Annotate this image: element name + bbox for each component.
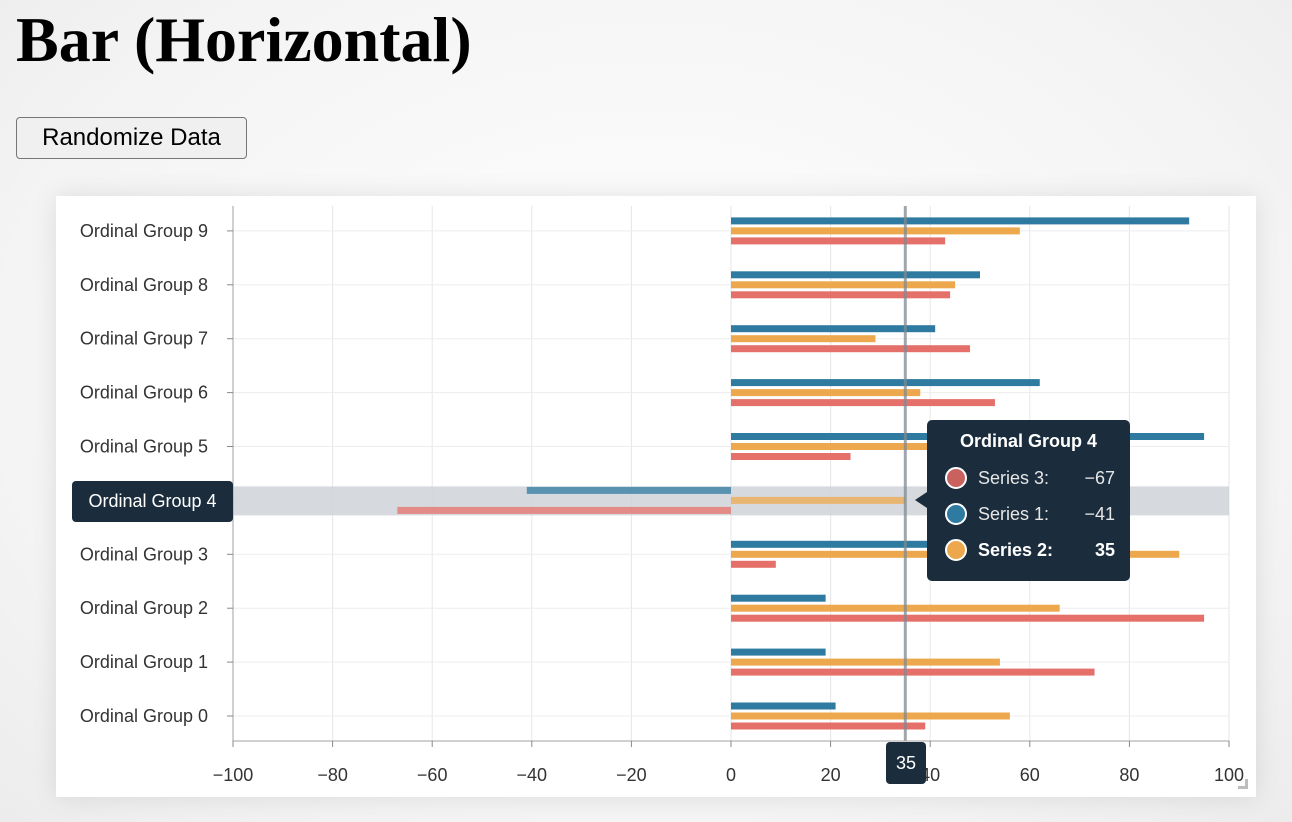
bar-series-3-group-6[interactable] (731, 399, 995, 407)
tooltip-series-value: −41 (1084, 504, 1115, 524)
y-tick-label: Ordinal Group 0 (80, 706, 208, 726)
y-tick-label: Ordinal Group 8 (80, 275, 208, 295)
crosshair-x-label: 35 (886, 742, 926, 784)
bar-series-3-group-3[interactable] (731, 560, 776, 568)
x-tick-label: 60 (1020, 765, 1040, 785)
bar-series-2-group-9[interactable] (731, 227, 1020, 235)
axes-group (227, 206, 1230, 747)
bar-series-3-group-0[interactable] (731, 722, 926, 730)
x-tick-label: 0 (726, 765, 736, 785)
bar-series-3-group-7[interactable] (731, 345, 971, 353)
x-tick-label: −20 (616, 765, 647, 785)
page-title: Bar (Horizontal) (16, 4, 472, 75)
tooltip-series-name: Series 1: (978, 504, 1050, 524)
tooltip-title: Ordinal Group 4 (959, 431, 1097, 451)
y-tick-label: Ordinal Group 1 (80, 652, 208, 672)
x-tick-label: 80 (1119, 765, 1139, 785)
x-tick-label: −40 (517, 765, 548, 785)
randomize-data-button[interactable]: Randomize Data (16, 117, 247, 159)
x-tick-label: −80 (317, 765, 348, 785)
bar-series-1-group-8[interactable] (731, 271, 980, 279)
x-tick-label: −100 (213, 765, 254, 785)
bar-series-1-group-3[interactable] (731, 540, 980, 548)
bar-series-1-group-6[interactable] (731, 379, 1040, 387)
bar-series-3-group-9[interactable] (731, 237, 946, 245)
y-tick-label: Ordinal Group 7 (80, 329, 208, 349)
x-tick-labels: −100 −80 −60 −40 −20 0 20 40 60 80 100 (213, 765, 1244, 785)
bar-series-1-group-1[interactable] (731, 648, 826, 656)
y-tick-label: Ordinal Group 3 (80, 544, 208, 564)
bar-series-1-group-0[interactable] (731, 702, 836, 710)
tooltip: Ordinal Group 4 Series 3: −67 Series 1: … (915, 420, 1130, 581)
tooltip-series-name: Series 2: (978, 540, 1054, 560)
bar-series-1-group-2[interactable] (731, 594, 826, 602)
bar-series-2-group-6[interactable] (731, 389, 921, 397)
resize-handle[interactable] (1238, 779, 1248, 789)
bar-series-3-group-1[interactable] (731, 668, 1095, 676)
series-2-swatch (945, 539, 967, 561)
series-1-swatch (945, 503, 967, 525)
bar-series-3-group-2[interactable] (731, 614, 1205, 622)
y-tick-label: Ordinal Group 2 (80, 598, 208, 618)
bar-series-2-group-4[interactable] (731, 496, 906, 504)
bar-series-1-group-9[interactable] (731, 217, 1190, 225)
tooltip-series-value: 35 (1094, 540, 1115, 560)
bar-series-2-group-0[interactable] (731, 712, 1010, 720)
bar-series-3-group-5[interactable] (731, 453, 851, 460)
bar-series-1-group-7[interactable] (731, 325, 936, 333)
x-tick-label: 100 (1214, 765, 1244, 785)
bar-series-2-group-1[interactable] (731, 658, 1000, 666)
y-tick-label: Ordinal Group 9 (80, 221, 208, 241)
bar-series-2-group-7[interactable] (731, 335, 876, 343)
tooltip-arrow (915, 492, 927, 508)
bar-series-1-group-4[interactable] (526, 486, 731, 494)
tooltip-series-name: Series 3: (978, 468, 1050, 488)
bar-series-2-group-8[interactable] (731, 281, 956, 289)
y-tick-label: Ordinal Group 5 (80, 437, 208, 457)
series-3-swatch (945, 467, 967, 489)
y-tick-label: Ordinal Group 6 (80, 383, 208, 403)
x-tick-label: 20 (821, 765, 841, 785)
tooltip-series-value: −67 (1084, 468, 1115, 488)
x-tick-label: −60 (417, 765, 448, 785)
crosshair-y-label: Ordinal Group 4 (72, 481, 233, 522)
bar-series-3-group-8[interactable] (731, 291, 951, 299)
bar-series-2-group-2[interactable] (731, 604, 1060, 612)
bar-series-3-group-4[interactable] (397, 506, 731, 514)
bar-series-2-group-5[interactable] (731, 443, 971, 450)
y-tick-labels: Ordinal Group 0 Ordinal Group 1 Ordinal Gr… (80, 221, 208, 726)
